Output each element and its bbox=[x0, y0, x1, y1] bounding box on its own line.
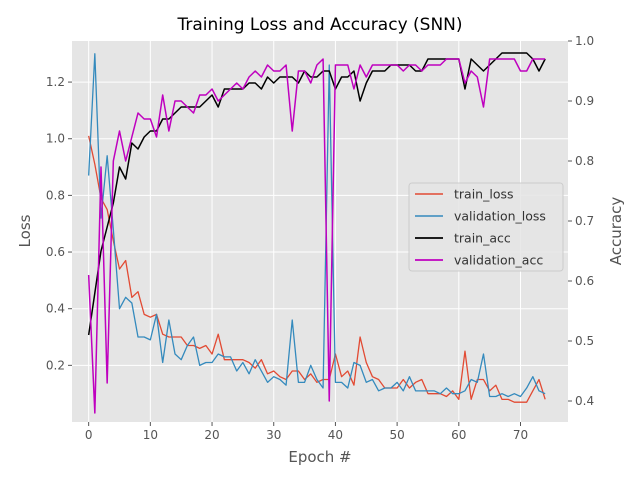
legend-frame bbox=[408, 182, 564, 272]
x-axis-label: Epoch # bbox=[288, 448, 351, 466]
y-axis-label-left: Loss bbox=[16, 214, 34, 247]
y-tick-label-right: 0.5 bbox=[575, 334, 594, 348]
x-tick-label: 40 bbox=[328, 428, 343, 442]
x-tick-label: 70 bbox=[513, 428, 528, 442]
legend-label: validation_acc bbox=[454, 253, 543, 268]
x-tick-label: 60 bbox=[451, 428, 466, 442]
y-tick-label-left: 0.6 bbox=[46, 245, 65, 259]
x-tick-label: 30 bbox=[266, 428, 281, 442]
series-line-train-acc bbox=[87, 52, 546, 336]
y-tick-label-right: 0.8 bbox=[575, 154, 594, 168]
y-tick-label-left: 0.8 bbox=[46, 188, 65, 202]
series-line-validation-loss bbox=[88, 53, 546, 398]
x-tick-label: 10 bbox=[143, 428, 158, 442]
y-tick-label-right: 0.9 bbox=[575, 94, 594, 108]
legend-label: train_loss bbox=[454, 187, 514, 202]
legend: train_loss validation_loss train_accvalida… bbox=[408, 182, 564, 272]
x-tick-label: 20 bbox=[204, 428, 219, 442]
y-tick-label-left: 0.4 bbox=[46, 302, 65, 316]
y-tick-label-left: 1.2 bbox=[46, 75, 65, 89]
axes: 0 10 20 30 40 50 60 70 0.2 0.4 0.6 0.8 1.0 1.2 0.4 0.5 0… bbox=[46, 34, 594, 442]
series-line-validation-acc bbox=[87, 58, 546, 414]
chart-title: Training Loss and Accuracy (SNN) bbox=[176, 15, 462, 35]
x-tick-label: 50 bbox=[389, 428, 404, 442]
legend-label: validation_loss bbox=[454, 209, 546, 224]
y-tick-label-left: 0.2 bbox=[46, 358, 65, 372]
y-tick-label-right: 0.4 bbox=[575, 394, 594, 408]
y-tick-label-right: 1.0 bbox=[575, 34, 594, 48]
x-tick-label: 0 bbox=[85, 428, 93, 442]
legend-label: train_acc bbox=[454, 231, 511, 246]
y-tick-label-right: 0.6 bbox=[575, 274, 594, 288]
series-lines bbox=[87, 52, 546, 414]
y-tick-label-right: 0.7 bbox=[575, 214, 594, 228]
y-tick-label-left: 1.0 bbox=[46, 132, 65, 146]
y-axis-label-right: Accuracy bbox=[607, 197, 625, 266]
